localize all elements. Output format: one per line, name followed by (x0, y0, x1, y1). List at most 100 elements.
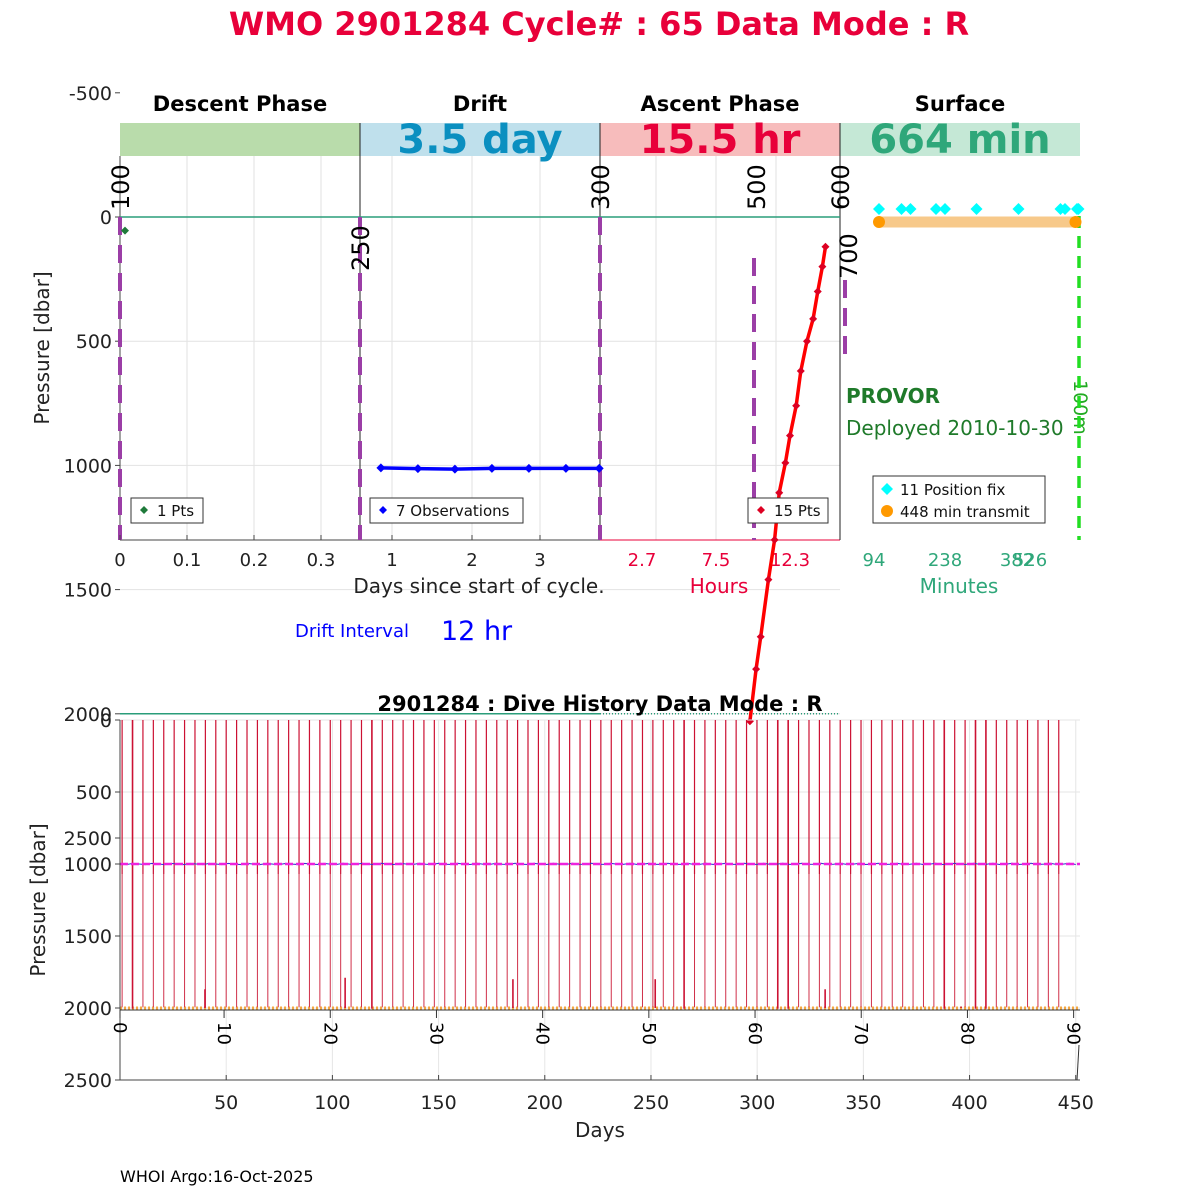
x-tick-label: 150 (420, 1092, 456, 1114)
x-tick-label: 0.3 (307, 550, 336, 571)
ascent-point (775, 488, 784, 497)
ascent-point (802, 337, 811, 346)
x-tick-label: 2 (466, 550, 477, 571)
y-tick-label: 500 (76, 782, 112, 804)
y-axis-label: Pressure [dbar] (30, 271, 54, 424)
phase-bar (840, 123, 1080, 156)
legend-marker (757, 506, 765, 514)
drift-point (413, 464, 423, 474)
depth-marker-label: 700 (835, 233, 863, 279)
drift-point (561, 463, 571, 473)
position-fix-point (1059, 203, 1071, 215)
x-tick-label: 0.2 (240, 550, 269, 571)
ascent-point (786, 431, 795, 440)
x-tick-label: 12.3 (770, 550, 810, 571)
drift-point (524, 463, 534, 473)
legend-label: 15 Pts (774, 502, 821, 520)
cycle-number-label: 40 (532, 1022, 553, 1045)
legend-label: 1 Pts (157, 502, 194, 520)
x-axis-label: Hours (690, 574, 749, 598)
y-tick-label: 2500 (64, 1070, 112, 1092)
dive-history-title: 2901284 : Dive History Data Mode : R (377, 692, 822, 716)
y-tick-label: 2000 (64, 704, 112, 726)
depth-marker-label: 600 (827, 164, 855, 210)
ascent-point (796, 367, 805, 376)
drift-point (450, 464, 460, 474)
legend-marker (379, 506, 387, 514)
position-fix-point (904, 203, 917, 215)
x-tick-label: 300 (739, 1092, 775, 1114)
deployment-date: Deployed 2010-10-30 (846, 416, 1064, 440)
phase-title: Descent Phase (153, 92, 327, 116)
drift-interval-value: 12 hr (441, 616, 513, 647)
cycle-number-label: 60 (744, 1022, 765, 1045)
position-fix-point (895, 203, 908, 215)
legend-marker (140, 506, 148, 514)
cycle-number-label: 80 (956, 1022, 977, 1045)
phase-title: Surface (915, 92, 1005, 116)
x-tick-label: 0.1 (173, 550, 202, 571)
legend-marker (881, 483, 893, 495)
y-tick-label: 1500 (64, 926, 112, 948)
x-tick-label: 1 (386, 550, 397, 571)
surface-legend (872, 475, 1046, 524)
ascent-point (792, 401, 801, 410)
depth-marker-label: 500 (743, 164, 771, 210)
phase-title: Drift (453, 92, 507, 116)
position-fix-point (939, 203, 951, 215)
position-fix-point (1012, 203, 1025, 215)
transmit-point (873, 216, 885, 228)
page-title: WMO 2901284 Cycle# : 65 Data Mode : R (229, 5, 969, 43)
ascent-point (818, 262, 827, 271)
phase-duration: 664 min (869, 117, 1050, 163)
legend-label: 11 Position fix (900, 481, 1005, 499)
ascent-point (809, 314, 818, 323)
x-tick-label: 94 (863, 550, 886, 571)
ascent-point (770, 535, 779, 544)
x-tick-label: 7.5 (702, 550, 731, 571)
phase-duration: 15.5 hr (640, 117, 801, 163)
depth-marker-label: 250 (347, 225, 375, 271)
x-tick-label: 100 (314, 1092, 350, 1114)
position-fix-point (1072, 203, 1085, 215)
position-fix-point (930, 203, 942, 215)
y-tick-label: -500 (69, 83, 112, 105)
cycle-number-label: 30 (425, 1022, 446, 1045)
phase-title: Ascent Phase (641, 92, 800, 116)
x-tick-label: 382 (1000, 550, 1034, 571)
drift-legend (369, 497, 524, 524)
y-tick-label: 2000 (64, 998, 112, 1020)
x-tick-label: 250 (633, 1092, 669, 1114)
descent-point (121, 226, 129, 235)
drift-point (487, 463, 497, 473)
x-tick-label: 400 (951, 1092, 987, 1114)
legend-marker (881, 505, 893, 517)
phase-bar (120, 123, 360, 156)
cycle-number-label: 20 (319, 1022, 340, 1045)
x-axis-label: Days (575, 1118, 625, 1142)
y-tick-label: 500 (76, 331, 112, 353)
phase-bar (360, 123, 600, 156)
position-fix-point (970, 203, 983, 215)
ascent-point (813, 287, 822, 296)
cycle-number-label: 70 (850, 1022, 871, 1045)
transmit-point (1069, 216, 1082, 228)
depth-marker-label: 300 (587, 164, 615, 210)
depth-marker-label: 100 (107, 164, 135, 210)
x-tick-label: 526 (1013, 550, 1047, 571)
x-tick-label: 450 (1058, 1092, 1094, 1114)
footer-credit: WHOI Argo:16-Oct-2025 (120, 1167, 314, 1186)
ascent-point (764, 575, 773, 584)
cycle-axis-end (1076, 1044, 1080, 1081)
y-axis-label: Pressure [dbar] (26, 823, 50, 976)
x-axis-label: Minutes (920, 574, 999, 598)
cycle-number-label: 0 (109, 1022, 130, 1033)
y-tick-label: 1000 (64, 854, 112, 876)
legend-label: 448 min transmit (900, 503, 1030, 521)
legend-label: 7 Observations (396, 502, 510, 520)
x-tick-label: 0 (114, 550, 125, 571)
cycle-number-label: 90 (1063, 1022, 1084, 1045)
y-tick-label: 1500 (64, 580, 112, 602)
phase-bar (600, 123, 840, 156)
float-type: PROVOR (846, 384, 940, 408)
